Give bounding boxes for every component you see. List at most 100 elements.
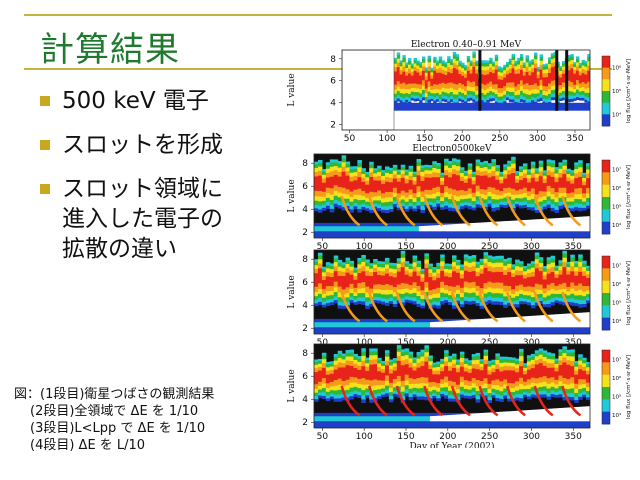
flux-band [444,356,449,362]
flux-band [365,193,370,199]
flux-band [369,348,374,352]
flux-band [388,373,394,384]
flux-band [471,207,477,211]
flux-band [396,94,401,99]
flux-band [314,361,319,366]
flux-band [534,289,540,295]
flux-band [471,354,477,358]
flux-band [357,378,362,385]
flux-band [452,54,457,60]
flux-band [357,395,362,399]
flux-band [574,370,579,376]
flux-band [325,291,331,297]
flux-band [584,66,588,71]
flux-band [480,93,485,98]
flux-band [538,289,544,295]
flux-band [548,57,552,61]
flux-band [534,59,538,64]
flux-band [444,83,448,89]
flux-band [497,96,501,101]
flux-band [578,91,583,96]
flux-band [337,266,343,272]
flux-band [522,178,528,189]
flux-band [479,288,485,294]
flux-band [392,263,398,267]
flux-band [467,258,473,264]
flux-band [452,68,457,85]
flux-band [436,293,441,299]
flux-band [486,99,490,103]
flux-band [525,55,529,59]
flux-band [410,97,415,101]
flux-band [369,268,374,273]
flux-band [487,165,493,170]
flux-band [317,361,323,365]
flux-band [491,259,496,264]
title-top-rule [24,14,612,16]
flux-band [321,355,327,360]
flux-band [519,389,524,395]
flux-band [408,60,412,66]
flux-band [377,208,382,212]
flux-band [508,82,513,89]
flux-band [559,66,563,69]
flux-band [392,366,398,372]
flux-band [333,292,339,297]
flux-band [480,88,485,94]
flux-band [497,68,501,73]
flux-band [349,296,355,301]
flux-band [471,192,477,198]
flux-band [404,389,410,394]
flux-band [550,203,556,209]
flux-band [574,275,579,286]
flux-band [412,370,418,380]
flux-band [507,286,512,292]
flux-band [459,195,465,200]
flux-band [424,356,429,363]
flux-band [341,356,347,360]
flux-band [574,199,579,204]
flux-band [440,204,445,208]
flux-band [317,293,323,299]
flux-band [420,209,425,214]
flux-band [416,161,422,167]
flux-band [584,99,588,103]
flux-band [444,99,448,103]
flux-band [486,96,490,101]
flux-band [522,381,528,387]
flux-band [410,94,415,99]
flux-band [329,390,335,395]
flux-band [428,165,433,168]
flux-band [452,286,457,293]
flux-band [447,67,451,73]
flux-band [519,189,524,195]
flux-band [369,177,374,193]
flux-band [566,168,571,172]
flux-band [475,264,481,269]
flux-band [517,99,521,104]
flux-band [587,92,590,98]
flux-band [487,281,493,288]
flux-band [392,303,398,307]
flux-band [400,391,406,397]
flux-band [321,178,327,184]
flux-band [357,268,362,274]
flux-band [345,194,351,200]
flux-band [554,300,560,303]
flux-band [508,87,513,93]
flux-band [567,57,571,62]
flux-band [436,361,441,365]
flux-band [520,69,524,81]
colorbar-tick-label: 10⁶ [612,185,622,192]
flux-band [475,191,481,197]
flux-band [321,191,327,198]
flux-band [392,390,398,395]
figure-caption: 図：(1段目)衛星つばさの観測結果 (2段目)全領域で ΔE を 1/10 (3… [14,386,214,454]
flux-band [491,288,496,294]
flux-band [440,197,445,202]
flux-band [325,187,331,194]
flux-band [455,166,461,171]
flux-band [463,175,469,180]
flux-band [447,72,451,84]
flux-band [452,262,457,267]
